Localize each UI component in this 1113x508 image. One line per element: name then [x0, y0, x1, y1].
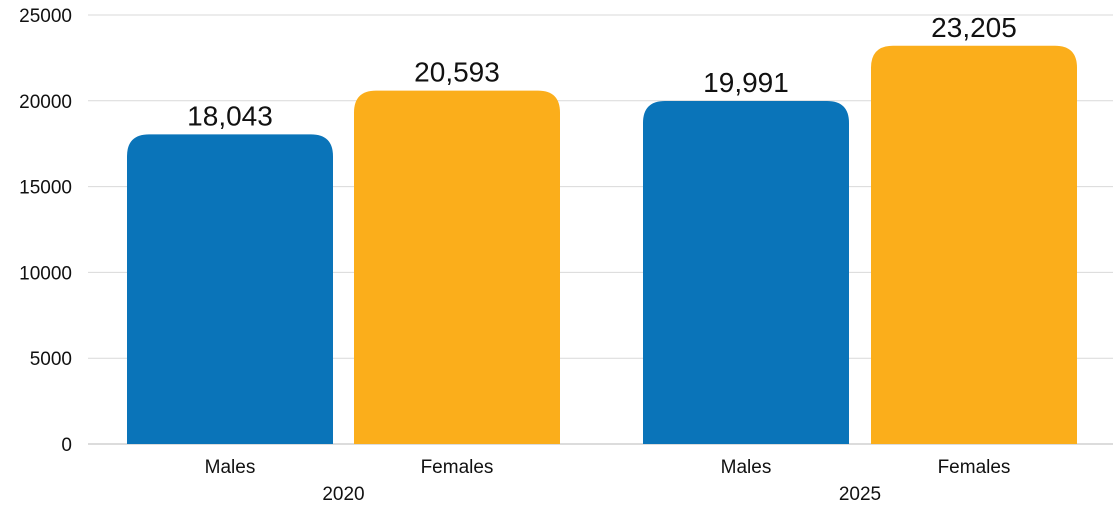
- bar-2025-males: [643, 100, 849, 444]
- data-label: 18,043: [187, 100, 273, 131]
- category-label: Males: [721, 457, 772, 478]
- y-tick-label: 5000: [30, 349, 72, 370]
- group-label: 2020: [322, 484, 364, 505]
- y-tick-label: 10000: [19, 263, 72, 284]
- y-tick-label: 15000: [19, 178, 72, 199]
- data-label: 19,991: [703, 67, 789, 98]
- x-axis-labels: Males Females 2020 Males Females 2025: [205, 457, 1011, 505]
- bar-2020-females: [354, 90, 560, 445]
- category-label: Females: [938, 457, 1011, 478]
- category-label: Females: [421, 457, 494, 478]
- category-label: Males: [205, 457, 256, 478]
- y-tick-label: 25000: [19, 6, 72, 27]
- y-axis-tick-labels: 0 5000 10000 15000 20000 25000: [19, 6, 72, 456]
- data-labels: 18,043 20,593 19,991 23,205: [187, 12, 1017, 132]
- y-tick-label: 0: [61, 435, 72, 456]
- y-tick-label: 20000: [19, 92, 72, 113]
- data-label: 23,205: [931, 12, 1017, 43]
- bar-2025-females: [871, 45, 1077, 445]
- data-label: 20,593: [414, 57, 500, 88]
- bar-2020-males: [127, 134, 333, 444]
- group-label: 2025: [839, 484, 881, 505]
- bars: [127, 45, 1077, 445]
